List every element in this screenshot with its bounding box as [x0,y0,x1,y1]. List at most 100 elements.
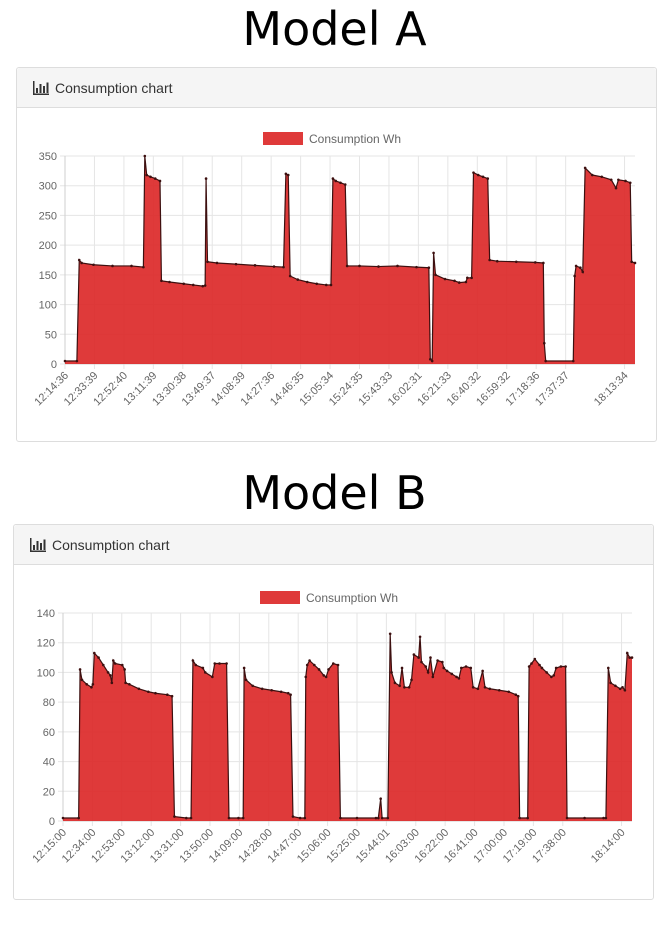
data-point [604,816,608,820]
data-point [77,258,81,262]
data-point [481,175,485,179]
y-tick-label: 50 [45,329,57,341]
data-point [606,666,610,670]
data-point [251,684,254,688]
data-point [109,674,112,677]
data-point [542,261,545,265]
data-point [305,663,309,667]
data-point [97,656,100,659]
data-point [386,816,390,820]
data-point [305,280,309,284]
data-point [625,651,629,655]
data-point [147,690,150,694]
data-point [393,681,397,685]
data-point [284,172,288,176]
series-area [65,156,635,364]
data-point [514,693,518,697]
data-point [497,688,501,692]
data-point [388,632,392,636]
data-point [227,816,231,820]
data-point [518,816,521,820]
data-point [336,663,340,667]
y-tick-label: 150 [39,270,57,282]
data-point [552,674,556,677]
data-point [516,694,520,698]
panel-title-a: Consumption chart [55,79,173,96]
data-point [324,675,328,679]
data-point [80,678,84,682]
data-point [420,660,423,664]
data-point [322,674,326,677]
consumption-panel-a: Consumption chart Consumption Wh 0 50 100 1… [16,67,657,442]
data-point [123,668,126,671]
data-point [241,816,245,820]
data-point [415,265,418,269]
data-point [617,178,620,182]
data-point [434,273,437,277]
data-point [339,181,342,185]
y-tick-label: 100 [39,300,57,312]
data-point [85,683,89,686]
data-point [182,282,186,286]
y-tick-label: 20 [43,786,55,798]
data-point [286,173,290,177]
data-point [514,260,518,264]
data-point [329,283,333,287]
data-point [624,179,627,183]
data-point [315,282,319,286]
data-point [453,279,456,283]
bar-chart-icon [33,80,49,95]
data-point [450,672,454,676]
data-point [201,666,205,670]
data-point [334,179,338,183]
data-point [260,687,264,691]
data-point [253,264,257,267]
data-point [113,662,117,665]
data-point [455,675,458,679]
data-point [142,265,145,269]
data-point [400,666,404,670]
data-point [355,816,359,820]
legend-label: Consumption Wh [306,591,398,605]
data-point [614,186,618,190]
model-a-title: Model A [242,2,427,56]
data-point [194,663,198,667]
data-point [483,685,487,689]
data-point [191,659,195,662]
data-point [379,797,382,801]
data-point [431,675,435,679]
legend-swatch [260,591,300,604]
data-point [173,815,176,818]
data-point [417,656,420,659]
data-point [583,816,586,820]
data-point [466,276,469,280]
data-point [623,688,627,692]
data-point [93,651,96,655]
data-point [206,260,209,264]
data-point [331,662,335,665]
data-point [77,816,80,820]
data-point [242,666,246,670]
data-point [554,666,558,670]
data-point [614,684,617,688]
data-point [628,181,632,185]
data-point [137,687,141,691]
model-b-title: Model B [242,466,427,520]
data-point [374,816,378,820]
data-point [609,681,612,685]
data-point [218,662,221,665]
data-point [527,665,531,668]
y-tick-label: 200 [39,240,57,252]
data-point [75,359,79,363]
data-point [445,669,449,673]
data-point [436,659,439,662]
data-point [398,684,401,688]
data-point [286,691,290,695]
data-point [203,671,207,674]
data-point [530,662,533,665]
y-tick-label: 300 [39,181,57,193]
data-point [279,690,283,694]
y-tick-label: 80 [43,697,55,709]
data-point [472,171,475,174]
data-point [442,666,446,670]
